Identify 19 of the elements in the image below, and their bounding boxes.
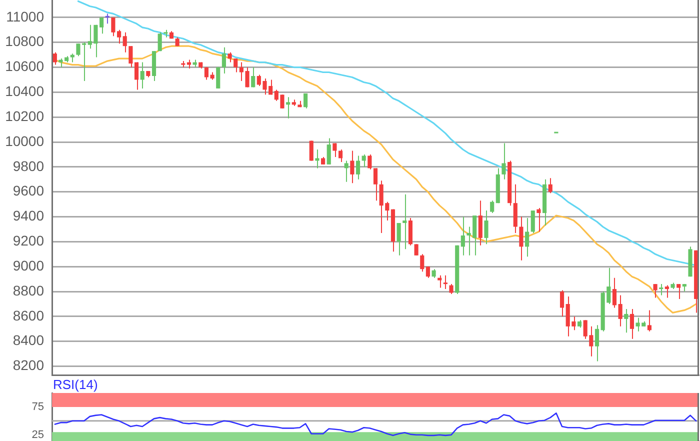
y-tick-label: 9200 (12, 232, 44, 249)
chart-title: RSI(14) (53, 377, 98, 392)
y-tick-label: 10000 (5, 132, 44, 149)
candlestick (670, 282, 675, 290)
y-tick-label: 8600 (12, 307, 44, 324)
y-tick-label: 75 (32, 400, 44, 413)
y-tick-label: 9400 (12, 208, 44, 224)
y-tick-label: 10600 (5, 58, 44, 74)
y-tick-label: 8200 (12, 357, 44, 374)
y-tick-label: 10200 (5, 108, 44, 124)
y-tick-label: 10800 (5, 33, 44, 50)
y-tick-label: 25 (32, 428, 44, 441)
y-tick-label: 9000 (12, 257, 44, 274)
y-tick-label: 9600 (12, 182, 44, 199)
y-tick-label: 10400 (5, 83, 44, 100)
y-tick-label: 9800 (12, 158, 44, 174)
y-tick-label: 11000 (6, 8, 44, 24)
y-tick-label: 8800 (12, 282, 44, 298)
y-tick-label: 8400 (12, 332, 44, 348)
